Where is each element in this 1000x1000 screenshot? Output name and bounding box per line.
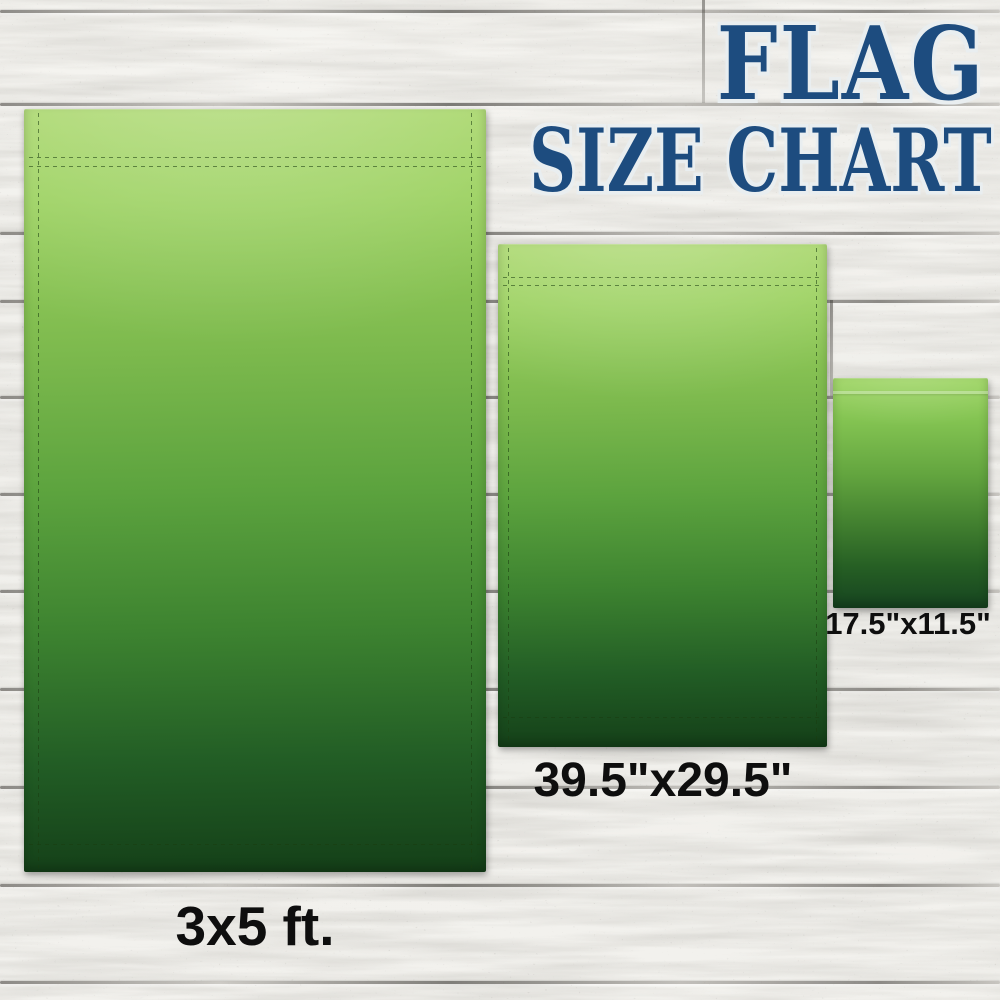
flag-large <box>24 109 486 872</box>
flag-stitch-left <box>38 113 39 868</box>
flag-hem-stitch <box>29 844 481 845</box>
title-flag: FLAG <box>717 4 986 124</box>
flag-stitch-right <box>816 248 817 743</box>
flag-sleeve-stitch-2 <box>29 166 481 167</box>
flag-hem-stitch <box>503 717 822 718</box>
flag-stitch-right <box>471 113 472 868</box>
flag-sleeve-stitch-1 <box>503 277 822 278</box>
flag-medium-size-label: 39.5"x29.5" <box>533 754 793 807</box>
plank-vertical-seam <box>702 0 705 103</box>
flag-stitch-left <box>508 248 509 743</box>
flag-sleeve-stitch-2 <box>503 285 822 286</box>
flag-sleeve-stitch-1 <box>29 157 481 158</box>
title-size-chart: SIZE CHART <box>529 110 992 213</box>
flag-medium <box>498 244 827 747</box>
flag-large-size-label: 3x5 ft. <box>175 895 335 957</box>
flag-sleeve-fold <box>833 391 988 394</box>
flag-small-size-label: 17.5"x11.5" <box>825 606 991 641</box>
plank-seam <box>0 884 1000 887</box>
plank-seam <box>0 981 1000 984</box>
flag-small <box>833 378 988 608</box>
